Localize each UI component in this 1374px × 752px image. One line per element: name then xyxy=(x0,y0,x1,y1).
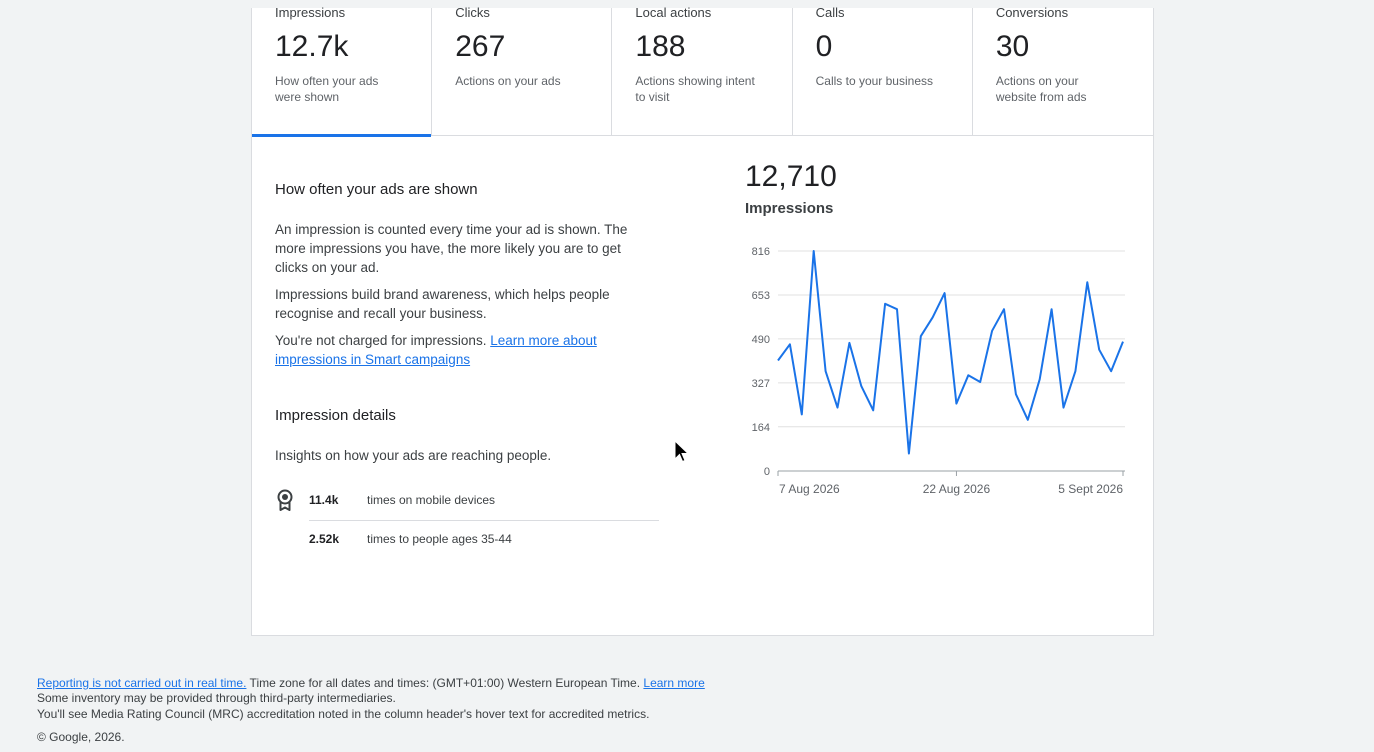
tab-value: 0 xyxy=(815,30,833,63)
detail-divider xyxy=(309,520,659,521)
tab-label: Impressions xyxy=(275,5,346,20)
footer-learn-more-link[interactable]: Learn more xyxy=(643,676,705,690)
x-tick-label: 5 Sept 2026 xyxy=(1058,482,1123,496)
tab-description: Actions on your website from ads xyxy=(995,74,1087,104)
metric-tabs: Impressions 12.7k How often your ads wer… xyxy=(252,5,1153,137)
footer-line-3: You'll see Media Rating Council (MRC) ac… xyxy=(37,707,650,721)
tab-label: Local actions xyxy=(635,5,712,20)
y-tick-label: 0 xyxy=(764,466,770,478)
tab-label: Clicks xyxy=(455,5,490,20)
x-tick-label: 22 Aug 2026 xyxy=(923,482,991,496)
impressions-card: Impressions 12.7k How often your ads wer… xyxy=(251,5,1154,636)
detail-row-mobile: 11.4k times on mobile devices xyxy=(309,480,659,520)
info-paragraph-2: Impressions build brand awareness, which… xyxy=(275,287,610,321)
footer-line-2: Some inventory may be provided through t… xyxy=(37,691,396,705)
info-title: How often your ads are shown xyxy=(275,181,478,198)
tab-label: Conversions xyxy=(995,5,1069,20)
footer-copyright: © Google, 2026. xyxy=(37,730,125,744)
mouse-pointer-icon xyxy=(674,440,690,463)
detail-row-age: 2.52k times to people ages 35-44 xyxy=(309,519,659,559)
award-ribbon-icon xyxy=(277,489,293,511)
impressions-line-chart: 0 164 327 490 653 816 7 Aug 2026 22 Aug 2026 5 S… xyxy=(752,246,1125,496)
tab-description: Actions showing intent to visit xyxy=(635,74,755,104)
impressions-series-line xyxy=(777,250,1124,455)
detail-value: 2.52k xyxy=(309,532,340,546)
details-title: Impression details xyxy=(275,407,396,424)
tab-calls[interactable]: Calls 0 Calls to your business xyxy=(793,5,973,136)
info-paragraph-3: You're not charged for impressions. Lear… xyxy=(275,331,655,369)
tab-value: 12.7k xyxy=(275,30,349,63)
detail-value: 11.4k xyxy=(309,493,339,507)
detail-text: times on mobile devices xyxy=(367,493,496,507)
y-tick-label: 816 xyxy=(752,246,770,258)
learn-more-impressions-link[interactable]: Learn more about impressions in Smart ca… xyxy=(275,333,597,367)
details-subtitle: Insights on how your ads are reaching pe… xyxy=(275,448,552,463)
tab-impressions[interactable]: Impressions 12.7k How often your ads wer… xyxy=(252,5,433,137)
y-tick-label: 653 xyxy=(752,290,770,302)
detail-text: times to people ages 35-44 xyxy=(367,532,512,546)
total-impressions-value: 12,710 xyxy=(745,160,837,193)
tab-clicks[interactable]: Clicks 267 Actions on your ads xyxy=(432,5,613,136)
reporting-realtime-link[interactable]: Reporting is not carried out in real tim… xyxy=(37,676,247,690)
tab-conversions[interactable]: Conversions 30 Actions on your website f… xyxy=(973,5,1153,136)
tab-description: How often your ads were shown xyxy=(275,74,379,104)
tab-label: Calls xyxy=(815,5,845,20)
tab-value: 267 xyxy=(455,30,506,63)
y-tick-label: 164 xyxy=(752,422,770,434)
info-paragraph-1: An impression is counted every time your… xyxy=(275,222,628,275)
tab-description: Actions on your ads xyxy=(455,74,561,88)
tab-description: Calls to your business xyxy=(815,74,933,88)
timezone-text: Time zone for all dates and times: (GMT+… xyxy=(246,676,644,690)
y-tick-label: 327 xyxy=(752,378,770,390)
footer-line-1: Reporting is not carried out in real tim… xyxy=(37,676,705,690)
info-paragraph-3-text: You're not charged for impressions. xyxy=(275,333,491,348)
y-tick-label: 490 xyxy=(752,334,770,346)
x-tick-label: 7 Aug 2026 xyxy=(779,482,840,496)
tab-value: 30 xyxy=(995,30,1030,63)
tab-value: 188 xyxy=(635,30,686,63)
tab-local-actions[interactable]: Local actions 188 Actions showing intent… xyxy=(612,5,793,136)
total-impressions-label: Impressions xyxy=(745,200,834,217)
